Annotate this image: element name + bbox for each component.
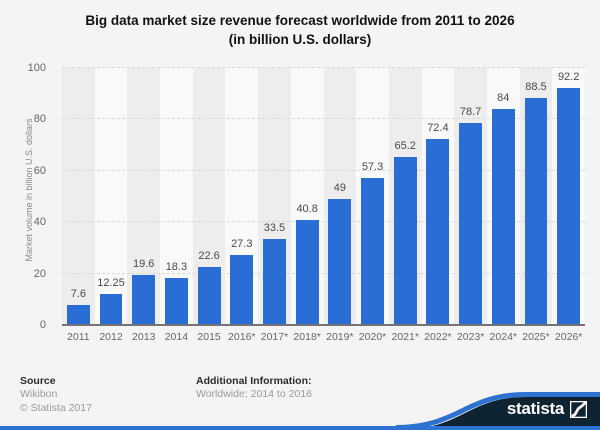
bar-column: 65.2 — [389, 68, 422, 325]
x-axis-tick-labels: 2011 2012 2013 2014 2015 2016* 2017* 2018* 2019*… — [62, 331, 585, 343]
bar-column: 84 — [487, 68, 520, 325]
chart-title: Big data market size revenue forecast wo… — [0, 11, 600, 49]
copyright-text: © Statista 2017 — [20, 401, 92, 414]
chart-title-line1: Big data market size revenue forecast wo… — [85, 13, 515, 28]
x-tick-label: 2023* — [456, 331, 485, 343]
plot-area: 7.6 12.25 19.6 18.3 22.6 27.3 33.5 40.8 49 57.3 65… — [62, 67, 585, 326]
bar-value-label: 57.3 — [361, 160, 384, 173]
bar-2019* — [328, 199, 352, 325]
gridline — [62, 169, 585, 171]
x-tick-label: 2018* — [293, 331, 321, 343]
bar-2022* — [426, 138, 450, 325]
bar-value-label: 72.4 — [427, 121, 449, 134]
bar-2011 — [66, 305, 90, 325]
bar-value-label: 33.5 — [263, 221, 286, 234]
bar-2014 — [164, 277, 188, 325]
bar-value-label: 88.5 — [525, 80, 547, 93]
gridline — [62, 118, 585, 120]
bar-column: 7.6 — [62, 68, 95, 325]
x-tick-label: 2016* — [228, 331, 256, 343]
gridline — [62, 221, 585, 223]
bars-container: 7.6 12.25 19.6 18.3 22.6 27.3 33.5 40.8 49 57.3 65… — [62, 68, 585, 325]
bar-column: 19.6 — [127, 68, 160, 325]
chart-title-line2: (in billion U.S. dollars) — [228, 32, 372, 47]
y-tick-label: 60 — [33, 164, 46, 177]
x-tick-label: 2025* — [522, 331, 550, 343]
bar-2013 — [132, 274, 156, 325]
bar-column: 78.7 — [454, 68, 487, 325]
x-tick-label: 2017* — [260, 331, 289, 343]
bar-column: 88.5 — [520, 68, 553, 325]
source-label: Source — [20, 375, 56, 387]
x-tick-label: 2015 — [197, 331, 221, 343]
bar-2025* — [524, 97, 548, 325]
x-tick-label: 2011 — [67, 331, 90, 343]
bar-2024* — [491, 109, 515, 325]
x-tick-label: 2022* — [424, 331, 452, 343]
y-tick-label: 20 — [33, 267, 46, 280]
y-tick-label: 0 — [39, 319, 46, 331]
x-tick-label: 2020* — [358, 331, 387, 343]
x-tick-label: 2026* — [554, 331, 583, 343]
plot-band — [94, 68, 128, 325]
bar-column: 18.3 — [160, 68, 193, 325]
additional-info-block: Additional Information: Worldwide; 2014 … — [196, 374, 312, 402]
bar-value-label: 78.7 — [459, 105, 482, 118]
bar-2026* — [557, 88, 581, 325]
bar-column: 49 — [324, 68, 357, 325]
bar-2015 — [197, 266, 221, 325]
bar-value-label: 92.2 — [557, 71, 580, 84]
y-tick-label: 80 — [33, 113, 46, 126]
bar-2023* — [459, 122, 483, 325]
bar-value-label: 65.2 — [394, 140, 416, 153]
bar-value-label: 7.6 — [70, 288, 86, 301]
x-axis-line — [62, 324, 585, 326]
additional-info-value: Worldwide; 2014 to 2016 — [196, 388, 312, 400]
y-tick-label: 100 — [27, 62, 46, 74]
bar-value-label: 22.6 — [198, 249, 220, 262]
y-tick-label: 40 — [33, 216, 46, 229]
bar-column: 27.3 — [225, 68, 258, 325]
x-tick-label: 2013 — [132, 331, 156, 343]
bar-value-label: 27.3 — [231, 237, 253, 250]
plot-band — [62, 68, 95, 325]
bar-value-label: 40.8 — [296, 203, 318, 216]
bar-2016* — [230, 254, 254, 325]
bar-2020* — [361, 177, 384, 325]
statista-logo: statista — [507, 399, 587, 419]
bar-column: 57.3 — [356, 68, 389, 325]
bar-2021* — [393, 157, 417, 325]
bar-value-label: 49 — [333, 182, 346, 195]
bar-value-label: 18.3 — [165, 260, 188, 273]
bar-column: 72.4 — [422, 68, 455, 325]
bar-2017* — [263, 238, 286, 325]
bar-column: 92.2 — [552, 68, 585, 325]
bottom-accent-line — [0, 426, 600, 430]
statista-logo-icon — [570, 400, 587, 418]
statista-wordmark: statista — [506, 399, 564, 418]
source-name: Wikibon — [20, 388, 58, 400]
bar-value-label: 12.25 — [97, 276, 125, 289]
bar-column: 12.25 — [95, 68, 128, 325]
x-tick-label: 2014 — [164, 331, 189, 343]
bar-value-label: 84 — [497, 92, 510, 105]
bar-2018* — [295, 220, 319, 325]
x-tick-label: 2021* — [391, 331, 419, 343]
bar-2012 — [99, 293, 123, 325]
source-block: Source Wikibon © Statista 2017 — [20, 374, 92, 415]
gridline — [62, 272, 585, 274]
x-tick-label: 2024* — [489, 331, 517, 343]
y-axis-tick-labels: 0 20 40 60 80 100 — [0, 62, 54, 331]
bar-value-label: 19.6 — [133, 257, 155, 270]
bar-column: 33.5 — [258, 68, 291, 325]
x-tick-label: 2012 — [99, 331, 123, 343]
additional-info-label: Additional Information: — [196, 375, 312, 387]
x-tick-label: 2019* — [326, 331, 354, 343]
gridline — [62, 67, 585, 68]
bar-column: 40.8 — [291, 68, 324, 325]
bar-column: 22.6 — [193, 68, 226, 325]
